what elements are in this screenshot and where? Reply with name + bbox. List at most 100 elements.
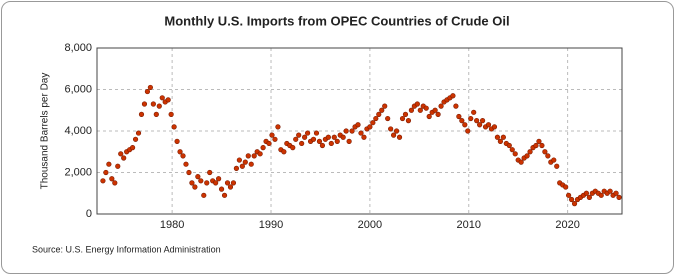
data-point (236, 157, 242, 163)
plot-area (96, 47, 623, 215)
data-point (545, 153, 551, 159)
x-tick-label: 1980 (160, 219, 184, 231)
data-point (506, 142, 512, 149)
data-point (414, 101, 420, 107)
data-point (272, 136, 278, 142)
data-point (260, 145, 266, 151)
data-point (346, 138, 352, 144)
x-tick-label: 1990 (259, 219, 283, 231)
data-point (106, 161, 112, 167)
data-point (613, 190, 619, 196)
data-point (302, 134, 308, 140)
data-point (138, 111, 145, 117)
data-point (204, 180, 210, 186)
data-point (103, 169, 109, 176)
y-tick-label: 0 (86, 208, 92, 220)
data-point (393, 128, 400, 134)
data-point (213, 180, 219, 186)
data-point (257, 151, 263, 157)
data-point (432, 107, 438, 113)
data-point (195, 174, 201, 180)
data-point (471, 109, 477, 115)
data-point (527, 149, 533, 155)
data-point (494, 134, 501, 140)
data-point (281, 149, 287, 155)
data-point (402, 111, 409, 117)
data-point (583, 190, 590, 196)
data-point (524, 153, 530, 159)
data-point (189, 180, 195, 186)
data-point (227, 184, 234, 190)
data-point (183, 161, 189, 167)
data-point (408, 107, 415, 113)
data-point (269, 132, 275, 138)
data-point (245, 153, 251, 159)
data-point (568, 196, 575, 203)
data-point (388, 126, 394, 132)
data-point (156, 103, 162, 109)
data-point (355, 122, 361, 128)
data-point (373, 115, 379, 122)
data-point (358, 130, 364, 136)
data-point (563, 184, 569, 190)
data-point (479, 118, 486, 124)
data-point (251, 153, 257, 159)
data-point (207, 169, 213, 176)
data-point (423, 105, 429, 111)
data-point (198, 178, 204, 184)
data-point (165, 97, 171, 103)
data-point (551, 157, 557, 163)
data-point (109, 176, 115, 182)
data-point (319, 142, 326, 149)
data-point (391, 132, 397, 138)
data-point (379, 107, 385, 113)
data-point (168, 111, 174, 117)
data-point (462, 122, 468, 128)
data-point (485, 122, 492, 128)
data-point (539, 142, 545, 149)
data-point (313, 130, 320, 136)
data-point (459, 118, 465, 124)
data-point (216, 176, 222, 182)
x-tick-label: 2000 (358, 219, 382, 231)
data-point (607, 188, 613, 194)
data-point (159, 95, 165, 101)
data-point (266, 140, 272, 147)
data-point (456, 113, 462, 120)
y-tick-label: 2,000 (64, 166, 92, 178)
data-point (450, 93, 456, 99)
data-point (616, 194, 622, 200)
data-point (293, 136, 299, 142)
data-point (382, 103, 388, 109)
data-point (100, 178, 106, 184)
data-point (248, 161, 254, 167)
data-point (230, 180, 237, 186)
data-point (299, 140, 305, 147)
data-point (518, 159, 524, 165)
data-point (512, 151, 518, 157)
data-point (132, 136, 139, 142)
data-point (221, 192, 228, 198)
data-point (201, 192, 207, 198)
data-point (497, 138, 503, 144)
data-point (509, 147, 515, 153)
y-tick-label: 8,000 (64, 42, 92, 54)
data-point (361, 134, 367, 140)
data-point (396, 134, 403, 140)
data-point (426, 113, 432, 120)
data-point (144, 88, 151, 95)
data-point (491, 124, 498, 130)
data-point (174, 138, 180, 144)
data-point (121, 155, 127, 161)
data-point (135, 130, 142, 136)
data-point (566, 192, 572, 198)
data-point (141, 101, 148, 107)
data-point (367, 124, 373, 130)
chart-title: Monthly U.S. Imports from OPEC Countries… (164, 13, 509, 28)
x-tick-label: 2010 (457, 219, 481, 231)
data-point (417, 107, 423, 113)
data-point (150, 101, 156, 107)
data-point (533, 142, 539, 149)
data-point (192, 184, 198, 190)
